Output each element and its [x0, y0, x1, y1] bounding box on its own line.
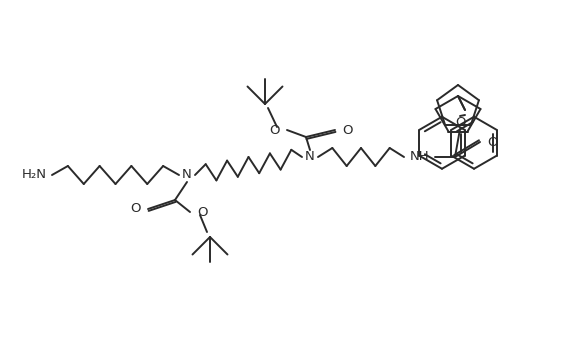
- Text: O: O: [487, 136, 497, 149]
- Text: O: O: [131, 202, 141, 215]
- Text: N: N: [182, 169, 192, 182]
- Text: O: O: [342, 124, 352, 137]
- Text: N: N: [305, 151, 315, 163]
- Text: NH: NH: [410, 151, 430, 163]
- Text: O: O: [269, 124, 280, 137]
- Text: H₂N: H₂N: [22, 169, 47, 182]
- Text: O: O: [455, 115, 465, 128]
- Text: O: O: [197, 206, 207, 219]
